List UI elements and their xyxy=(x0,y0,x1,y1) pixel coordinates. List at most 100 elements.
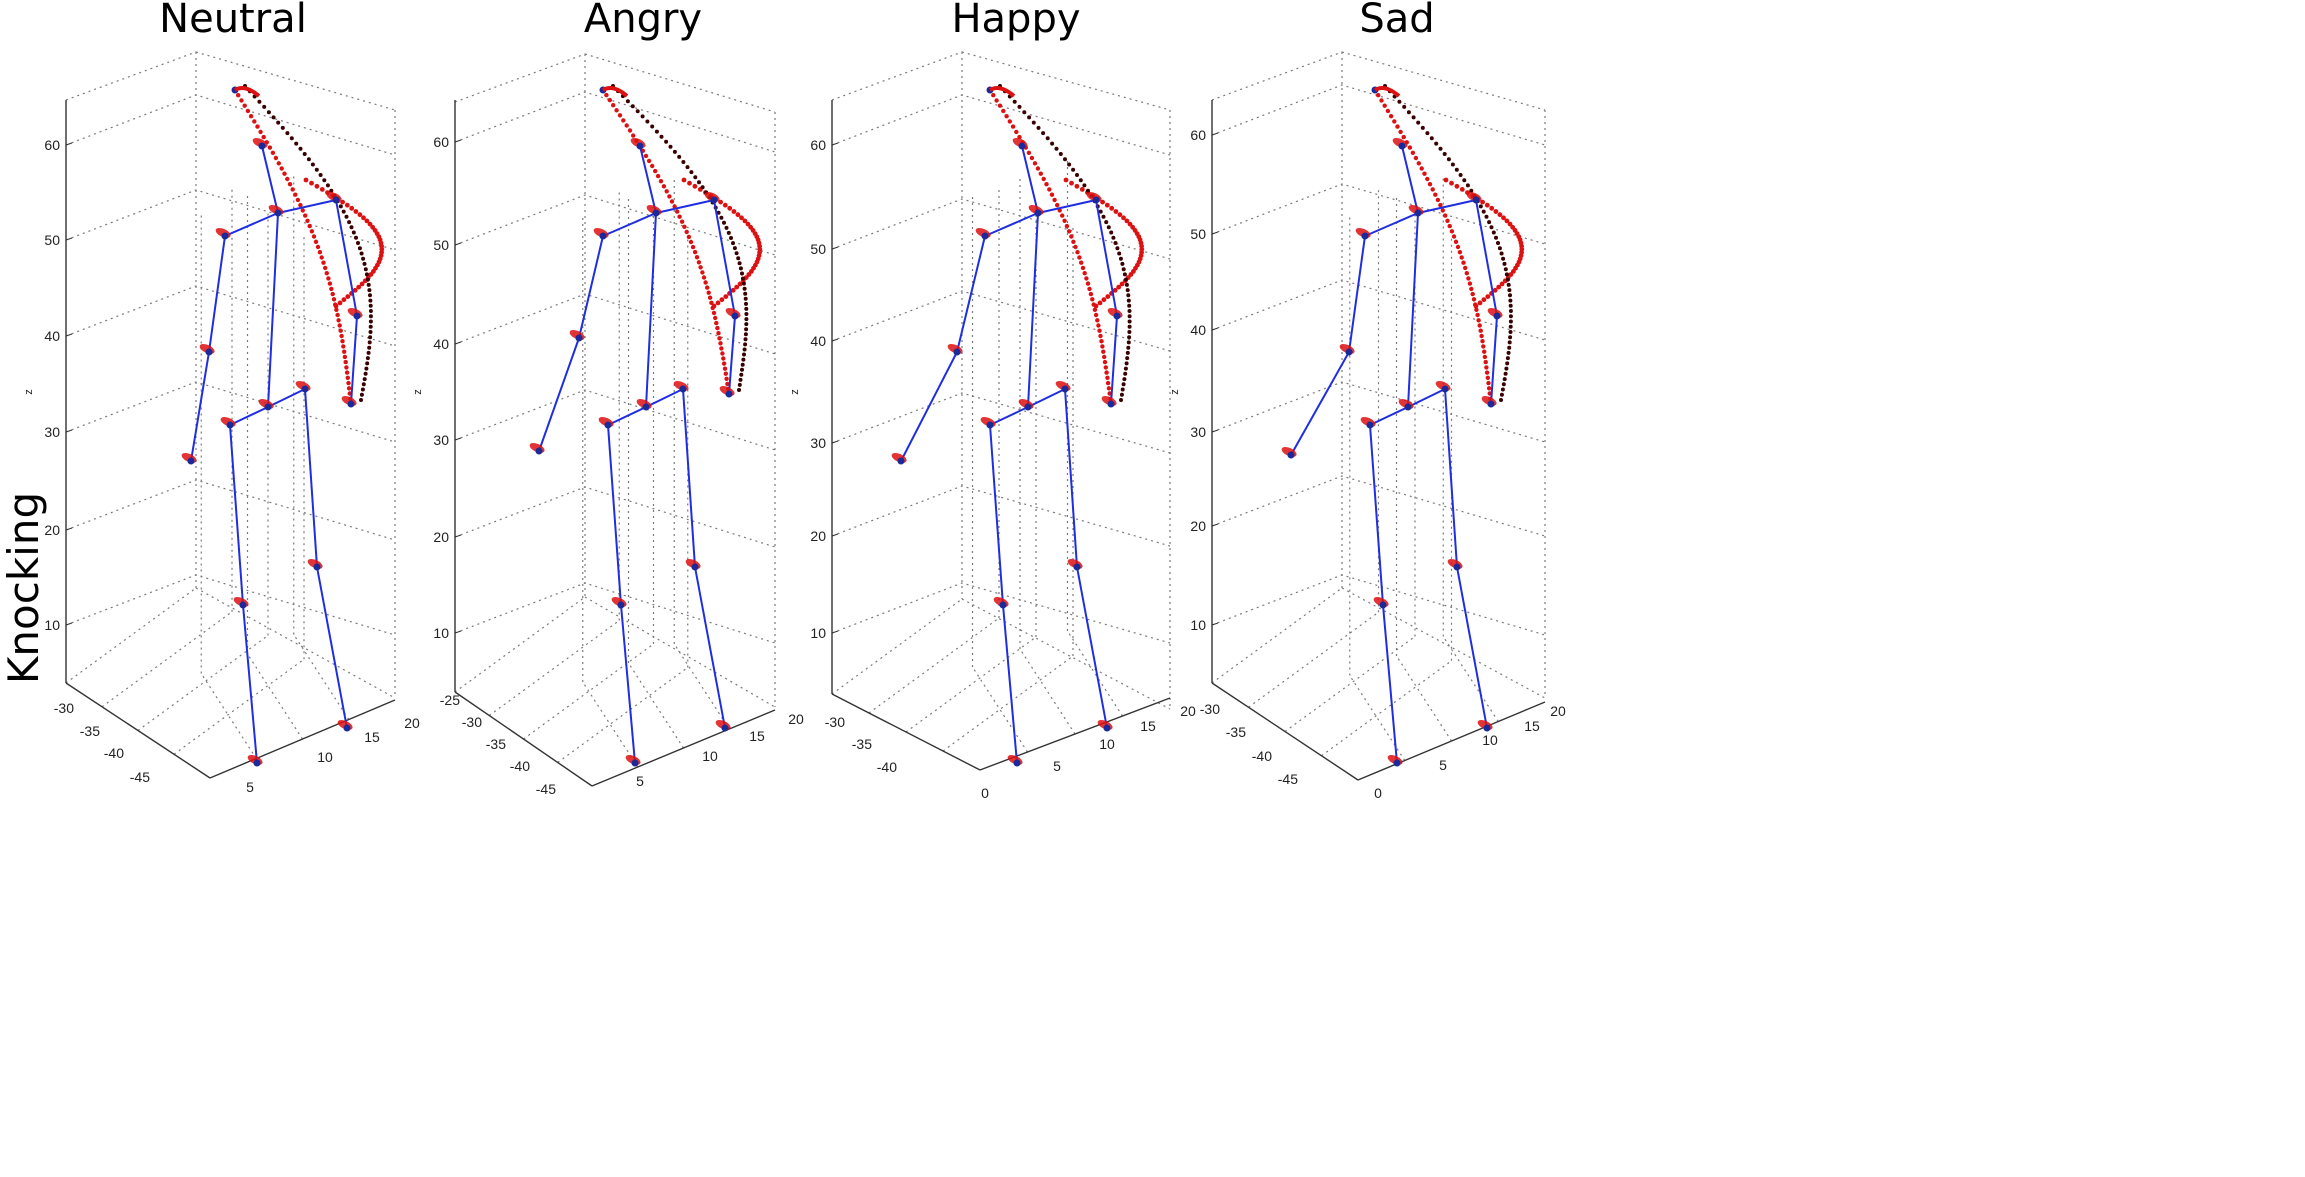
trace-point xyxy=(368,324,373,329)
trace-point xyxy=(1105,294,1111,299)
trace-point xyxy=(719,215,724,220)
bone xyxy=(1348,235,1366,353)
trace-point xyxy=(344,214,349,219)
joint-marker xyxy=(264,403,272,411)
trace-point xyxy=(1127,330,1132,334)
trace-point xyxy=(1470,291,1475,297)
trace-point xyxy=(729,236,733,240)
x-axis xyxy=(1357,701,1546,781)
trace-point xyxy=(1480,339,1485,344)
bone xyxy=(304,388,318,568)
trace-point xyxy=(359,398,363,402)
bone xyxy=(1407,388,1446,408)
trace-point xyxy=(1433,192,1438,197)
y-axis xyxy=(65,682,211,779)
trace-point xyxy=(294,141,299,146)
bone xyxy=(713,199,736,317)
trace-point xyxy=(611,103,616,108)
joint-marker xyxy=(239,601,247,609)
joint-marker xyxy=(1493,312,1501,320)
trace-point xyxy=(306,157,311,162)
z-tick xyxy=(454,534,462,538)
trace-point xyxy=(1123,366,1128,371)
trace-point xyxy=(1430,187,1435,192)
y-tick-label: -35 xyxy=(852,736,872,752)
trace-point xyxy=(1062,218,1067,223)
trace-point xyxy=(293,192,298,197)
x-tick-label: 10 xyxy=(1099,736,1115,752)
trace-point xyxy=(367,340,372,345)
trace-point xyxy=(1088,291,1094,297)
trace-point xyxy=(740,367,744,372)
trace-point xyxy=(1118,256,1123,261)
trace-point xyxy=(1447,223,1452,229)
trace-point xyxy=(366,282,371,287)
trace-point xyxy=(1401,134,1406,140)
z-tick xyxy=(65,429,73,433)
trace-point xyxy=(1459,255,1464,260)
trace-point xyxy=(1458,173,1463,177)
bone xyxy=(1490,315,1498,405)
trace-point xyxy=(1119,281,1125,287)
trace-point xyxy=(1508,314,1513,319)
trace-point xyxy=(743,342,748,347)
z-tick xyxy=(65,237,73,241)
trace-point xyxy=(1104,220,1109,225)
trace-point xyxy=(1450,162,1455,167)
trace-point xyxy=(668,144,673,149)
trace-point xyxy=(1411,115,1416,120)
trace-point xyxy=(700,185,705,190)
skeleton xyxy=(529,84,763,767)
trace-point xyxy=(1487,220,1492,225)
trace-point xyxy=(357,246,362,251)
trace-point xyxy=(722,366,728,371)
trace-point xyxy=(1122,272,1127,277)
trace-point xyxy=(1101,349,1106,354)
trace-point xyxy=(357,212,363,218)
trace-point xyxy=(1429,136,1434,141)
trace-point xyxy=(1077,255,1082,260)
trace-point xyxy=(1126,340,1131,345)
trace-point xyxy=(737,261,742,266)
trace-point xyxy=(1508,309,1513,313)
bone xyxy=(1027,212,1039,408)
z-tick xyxy=(831,142,839,146)
trace-point xyxy=(309,180,314,186)
bone xyxy=(267,212,279,408)
trace-point xyxy=(707,295,713,300)
trace-point xyxy=(1127,324,1132,329)
joint-marker xyxy=(897,457,905,465)
trace-point xyxy=(1508,293,1512,298)
joint-marker xyxy=(1113,312,1121,320)
trace-point xyxy=(650,124,655,129)
trace-point xyxy=(1453,239,1459,244)
trace-point xyxy=(368,293,372,298)
trace-point xyxy=(1044,182,1049,187)
trace-red xyxy=(1372,87,1525,407)
panel-happy: Happy 60 50 40 30 20 10 z -30 -35 -40 0 5 10 15 20 xyxy=(789,0,1196,801)
bone xyxy=(1076,566,1108,729)
trace-point xyxy=(271,115,276,120)
trace-point xyxy=(1503,267,1508,272)
trace-point xyxy=(1038,171,1044,176)
trace-point xyxy=(279,166,284,171)
trace-point xyxy=(1446,157,1451,162)
axes xyxy=(454,100,776,787)
trace-point xyxy=(361,382,366,387)
joint-marker xyxy=(1361,232,1369,240)
trace-point xyxy=(1082,271,1087,276)
trace-point xyxy=(723,294,729,299)
trace-point xyxy=(1092,307,1098,312)
trace-point xyxy=(1098,333,1103,339)
joint-marker xyxy=(642,403,650,411)
trace-point xyxy=(719,297,725,303)
trace-point xyxy=(340,339,345,344)
trace-point xyxy=(1508,303,1513,308)
bone xyxy=(229,406,269,426)
y-tick-label: -40 xyxy=(1252,748,1272,764)
trace-point xyxy=(1111,235,1116,240)
trace-point xyxy=(361,256,366,261)
y-tick-label: -30 xyxy=(1200,701,1220,717)
trace-point xyxy=(738,266,743,271)
trace-point xyxy=(1126,298,1131,303)
